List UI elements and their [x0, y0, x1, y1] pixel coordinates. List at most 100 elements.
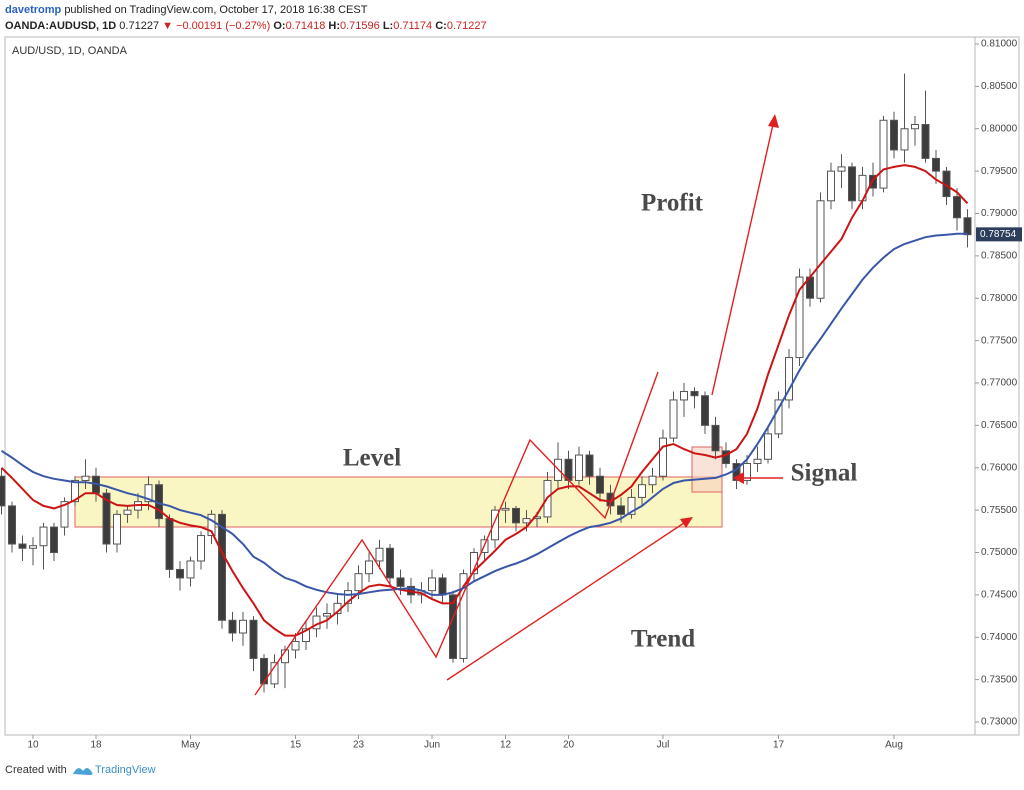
- candle-body: [354, 573, 363, 592]
- y-tick-label: 0.73500: [981, 674, 1018, 685]
- plot: [0, 73, 972, 693]
- header-line: davetromp published on TradingView.com, …: [5, 4, 368, 16]
- y-tick-label: 0.79000: [981, 208, 1018, 219]
- y-tick-label: 0.74500: [981, 590, 1018, 601]
- candle-body: [239, 619, 247, 634]
- candle-body: [659, 437, 667, 477]
- candle-body: [753, 458, 762, 465]
- y-tick-label: 0.75500: [981, 505, 1018, 516]
- annotation: Trend: [631, 626, 695, 653]
- quote-line: OANDA:AUDUSD, 1D 0.71227 ▼ −0.00191 (−0.…: [5, 20, 487, 32]
- x-tick-label: 10: [27, 740, 39, 751]
- candle-body: [228, 619, 237, 634]
- candle-body: [365, 560, 373, 575]
- chart-title: AUD/USD, 1D, OANDA: [12, 45, 128, 57]
- annotation-drawings: [254, 114, 783, 696]
- candle-body: [743, 463, 751, 481]
- h-label: H:: [328, 20, 340, 32]
- brand[interactable]: TradingView: [95, 764, 156, 776]
- y-tick-label: 0.80000: [981, 123, 1018, 134]
- candle-body: [501, 507, 510, 511]
- candle-body: [459, 573, 468, 659]
- candle-body: [690, 390, 699, 397]
- candle-body: [827, 170, 835, 202]
- candle-body: [627, 496, 636, 515]
- candle-body: [197, 535, 205, 562]
- candle-body: [764, 433, 772, 460]
- candle-body: [291, 640, 300, 651]
- c-label: C:: [435, 20, 447, 32]
- x-tick-label: Jun: [424, 740, 440, 751]
- candle-body: [123, 509, 132, 515]
- candle-body: [648, 475, 657, 486]
- candle-body: [39, 526, 48, 547]
- footer: Created with TradingView: [5, 764, 156, 776]
- price: 0.71227: [119, 20, 159, 32]
- last-price-box: [976, 227, 1022, 242]
- x-tick-label: 20: [563, 740, 575, 751]
- y-tick-label: 0.76500: [981, 420, 1018, 431]
- candle-body: [585, 454, 594, 477]
- candle-body: [302, 628, 310, 642]
- published: published on TradingView.com, October 17…: [64, 4, 367, 16]
- author[interactable]: davetromp: [5, 4, 62, 16]
- chart-frame: [4, 36, 1020, 736]
- candle-body: [879, 119, 888, 189]
- y-tick-label: 0.76000: [981, 462, 1018, 473]
- candle-body: [396, 577, 405, 587]
- profit-arrow: [711, 119, 775, 396]
- candle-body: [323, 613, 331, 617]
- candle-body: [848, 166, 856, 202]
- arrow-head: [733, 472, 744, 484]
- x-tick-label: 12: [500, 740, 512, 751]
- candle-body: [144, 484, 153, 503]
- candle-body: [249, 619, 258, 659]
- candle-body: [344, 590, 352, 604]
- candle-body: [900, 128, 909, 151]
- candle-body: [449, 594, 457, 659]
- c-value: 0.71227: [447, 20, 487, 32]
- candle-body: [953, 196, 961, 219]
- moving-average: [0, 164, 969, 637]
- candle-body: [795, 276, 804, 359]
- candle-body: [218, 513, 226, 621]
- logo: [73, 768, 93, 775]
- candle-body: [165, 518, 174, 570]
- y-tick-label: 0.75000: [981, 547, 1018, 558]
- candle-body: [701, 395, 709, 426]
- y-tick-label: 0.73000: [981, 717, 1018, 728]
- x-tick-label: 17: [773, 740, 785, 751]
- o-value: 0.71418: [286, 20, 326, 32]
- l-value: 0.71174: [393, 20, 432, 32]
- candle-body: [512, 507, 520, 524]
- candle-body: [8, 505, 16, 545]
- candle-body: [207, 513, 216, 537]
- candle-body: [0, 475, 6, 507]
- y-tick-label: 0.77500: [981, 335, 1018, 346]
- candle-body: [270, 662, 279, 685]
- candle-body: [176, 568, 184, 579]
- candle-body: [29, 545, 37, 549]
- h-value: 0.71596: [340, 20, 380, 32]
- candle-body: [785, 357, 793, 401]
- arrow-head: [768, 114, 779, 128]
- candle-body: [71, 479, 79, 503]
- y-tick-label: 0.81000: [981, 39, 1018, 50]
- candle-body: [638, 484, 646, 498]
- candle-body: [260, 657, 268, 685]
- candle-body: [102, 492, 111, 545]
- y-tick-label: 0.78500: [981, 251, 1018, 262]
- created-with: Created with: [5, 764, 67, 776]
- candle-body: [575, 454, 583, 481]
- candle-body: [470, 552, 478, 575]
- candle-body: [921, 124, 930, 159]
- x-tick-label: 18: [90, 740, 102, 751]
- candle-body: [428, 577, 436, 592]
- annotation: Signal: [791, 460, 858, 487]
- candle-body: [680, 390, 688, 401]
- header: davetromp published on TradingView.com, …: [5, 4, 487, 32]
- candle-body: [669, 399, 678, 439]
- candle-body: [722, 450, 730, 465]
- candle-body: [911, 124, 919, 130]
